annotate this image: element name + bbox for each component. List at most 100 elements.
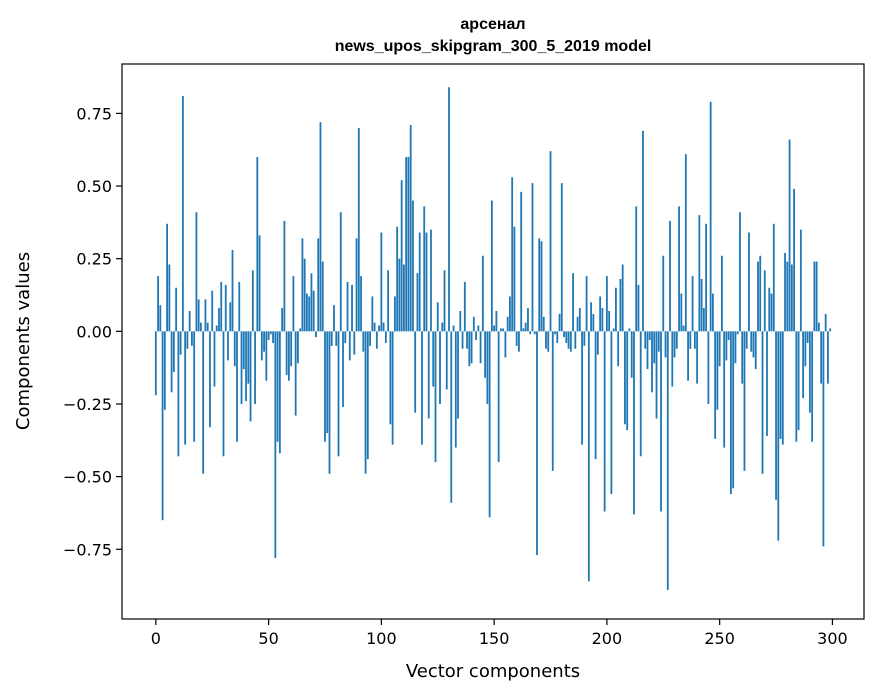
- bar: [495, 310, 498, 332]
- bar: [630, 331, 633, 378]
- bar: [558, 313, 561, 332]
- bar: [382, 322, 385, 332]
- bar: [292, 276, 295, 332]
- bar: [391, 331, 394, 445]
- bar: [466, 331, 468, 349]
- bar: [574, 331, 577, 349]
- bar: [240, 331, 243, 404]
- bar: [170, 331, 173, 393]
- bar: [348, 331, 351, 361]
- bar: [290, 331, 293, 367]
- bar: [202, 331, 205, 474]
- bar: [229, 302, 232, 332]
- bar: [481, 255, 484, 332]
- bar: [272, 331, 274, 343]
- bar: [822, 331, 825, 547]
- bar: [660, 331, 662, 512]
- bar: [799, 229, 802, 332]
- bar: [788, 139, 791, 332]
- bar: [475, 331, 477, 341]
- bar: [414, 331, 417, 413]
- bar: [576, 316, 579, 332]
- x-tick-label: 50: [258, 629, 278, 648]
- bar: [802, 331, 804, 399]
- y-tick-label: −0.25: [63, 395, 112, 414]
- bar: [624, 331, 626, 425]
- bar: [790, 264, 793, 332]
- bar: [396, 226, 399, 332]
- bar: [506, 316, 509, 332]
- bar: [281, 308, 284, 332]
- bar: [278, 331, 281, 454]
- bar: [315, 331, 317, 338]
- bar: [804, 331, 807, 367]
- bar: [218, 308, 220, 332]
- bar: [531, 183, 534, 332]
- y-tick-label: 0.75: [76, 104, 112, 123]
- bar: [303, 258, 306, 332]
- bar: [829, 328, 832, 332]
- bar: [486, 331, 489, 404]
- bar: [200, 322, 202, 332]
- bar: [702, 308, 705, 332]
- bar: [206, 322, 209, 332]
- bar: [276, 331, 279, 442]
- bar: [319, 122, 322, 332]
- bar: [373, 322, 376, 332]
- bar: [351, 284, 353, 332]
- bar: [590, 302, 592, 332]
- bar: [655, 331, 658, 419]
- bar: [786, 261, 789, 332]
- bar: [545, 331, 547, 349]
- bar: [436, 302, 439, 332]
- bar: [479, 331, 482, 364]
- bar: [757, 261, 759, 332]
- bar: [224, 284, 227, 332]
- bar: [387, 270, 390, 332]
- bar: [824, 313, 827, 332]
- bar: [245, 331, 247, 402]
- bar: [328, 331, 331, 474]
- bar: [421, 331, 423, 445]
- bars-group: [154, 87, 832, 590]
- bar: [251, 270, 254, 332]
- bar: [549, 151, 552, 332]
- bar: [378, 325, 380, 332]
- bar: [705, 223, 708, 332]
- bar: [344, 331, 347, 343]
- bar: [360, 276, 362, 332]
- bar: [342, 331, 344, 407]
- bar: [256, 156, 259, 332]
- bar: [689, 331, 692, 349]
- bar: [236, 331, 238, 442]
- bar: [504, 331, 507, 358]
- bar: [472, 316, 475, 332]
- bar: [186, 331, 189, 349]
- bar: [797, 331, 800, 431]
- bar: [249, 331, 252, 422]
- bar: [416, 273, 419, 332]
- bar: [605, 276, 608, 332]
- bar: [204, 299, 207, 332]
- bar: [691, 276, 694, 332]
- bar: [163, 331, 166, 410]
- chart-title-line-2: news_upos_skipgram_300_5_2019 model: [335, 38, 652, 55]
- bar: [664, 331, 667, 358]
- bar: [696, 331, 698, 384]
- bar: [770, 293, 773, 332]
- bar: [806, 331, 809, 343]
- bar: [191, 331, 193, 346]
- bar: [666, 331, 669, 590]
- bar: [682, 325, 685, 332]
- bar: [154, 331, 157, 396]
- bar: [732, 331, 735, 489]
- bar: [651, 331, 653, 393]
- bar: [569, 331, 572, 352]
- bar: [362, 331, 365, 352]
- bar: [197, 299, 200, 332]
- bar: [346, 281, 349, 332]
- bar: [434, 331, 437, 463]
- bar: [193, 331, 196, 442]
- bar: [811, 331, 814, 442]
